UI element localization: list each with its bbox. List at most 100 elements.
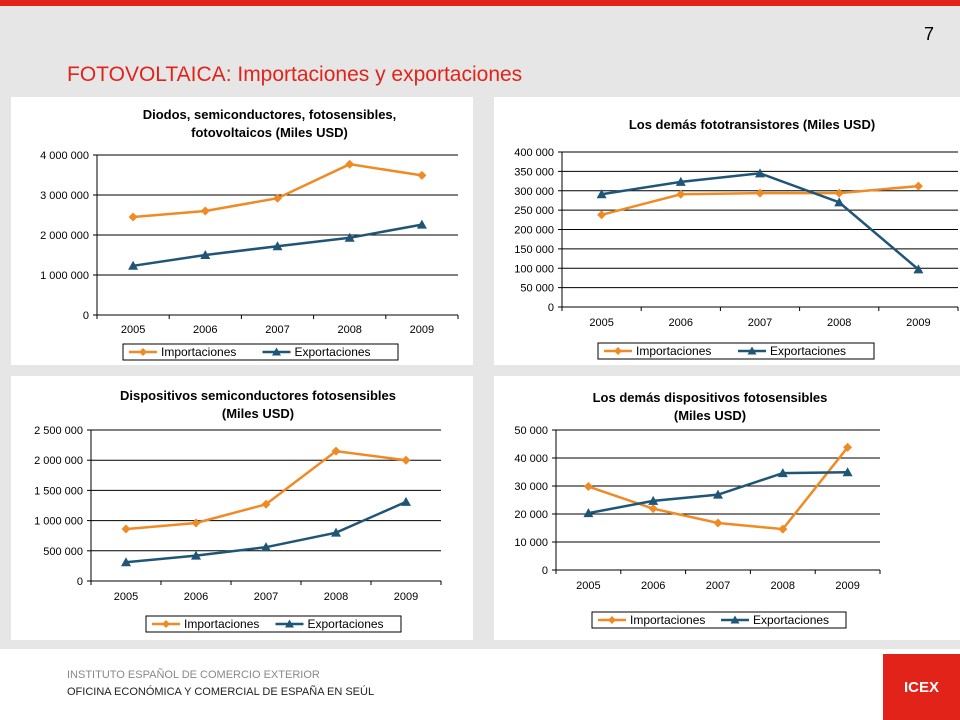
legend-marker [730, 615, 740, 624]
chart-legend: Importaciones Exportaciones [591, 611, 847, 629]
data-point [834, 197, 845, 207]
line-chart: Diodos, semiconductores, fotosensibles, f… [40, 107, 459, 361]
x-tick-label: 2005 [589, 317, 613, 329]
footer-institute: INSTITUTO ESPAÑOL DE COMERCIO EXTERIOR [67, 669, 320, 681]
x-tick-label: 2007 [706, 580, 730, 592]
legend-box [145, 615, 402, 633]
chart-title: (Miles USD) [674, 408, 746, 423]
x-tick-label: 2007 [265, 324, 289, 336]
data-point [416, 219, 427, 229]
data-point [261, 542, 271, 552]
chart-title: Los demás dispositivos fotosensibles [593, 390, 828, 405]
y-tick-label: 4 000 000 [40, 150, 89, 162]
x-tick-label: 2006 [641, 580, 665, 592]
data-point [648, 504, 658, 514]
chart-panel-demas-dispositivos: Los demás dispositivos fotosensibles (Mil… [494, 376, 960, 640]
chart-legend: Importaciones Exportaciones [597, 342, 875, 360]
legend-label: Importaciones [161, 345, 236, 359]
data-point [842, 467, 853, 477]
chart-title: fotovoltaicos (Miles USD) [191, 125, 348, 140]
data-point [597, 210, 607, 220]
data-point [345, 159, 355, 169]
x-tick-label: 2007 [254, 591, 278, 603]
y-tick-label: 250 000 [514, 205, 554, 217]
data-point [648, 495, 659, 505]
x-tick-label: 2005 [576, 580, 600, 592]
data-point [675, 176, 686, 186]
data-point [128, 260, 139, 270]
line-chart: Los demás fototransistores (Miles USD) 0 5… [514, 117, 959, 360]
line-chart: Dispositivos semiconductores fotosensibl… [34, 388, 442, 633]
y-tick-label: 100 000 [514, 263, 554, 275]
data-point [834, 188, 844, 198]
y-tick-label: 50 000 [514, 425, 548, 437]
page-title: FOTOVOLTAICA: Importaciones y exportacio… [67, 63, 523, 86]
data-point [417, 170, 427, 180]
legend-label: Exportaciones [770, 344, 846, 358]
legend-marker [285, 619, 294, 628]
top-accent-bar [0, 0, 960, 6]
data-point [344, 232, 355, 242]
data-point [778, 524, 788, 534]
data-point [272, 241, 283, 251]
legend-label: Exportaciones [308, 617, 384, 631]
y-tick-label: 30 000 [514, 481, 548, 493]
y-tick-label: 300 000 [514, 186, 554, 198]
chart-panel-dispositivos: Dispositivos semiconductores fotosensibl… [11, 376, 473, 640]
data-point [200, 250, 211, 259]
x-tick-label: 2009 [906, 317, 930, 329]
legend-label: Exportaciones [295, 345, 371, 359]
y-tick-label: 2 000 000 [34, 455, 83, 467]
y-tick-label: 0 [83, 310, 89, 322]
y-tick-label: 0 [548, 302, 554, 314]
data-point [755, 188, 765, 198]
data-point [676, 189, 686, 199]
x-tick-label: 2006 [193, 324, 217, 336]
y-tick-label: 1 500 000 [34, 485, 83, 497]
data-point [596, 189, 607, 199]
legend-marker [162, 620, 170, 628]
series-line-exportaciones [125, 500, 407, 564]
y-tick-label: 3 000 000 [40, 190, 89, 202]
y-tick-label: 0 [77, 576, 83, 588]
legend-marker [608, 616, 616, 624]
y-tick-label: 10 000 [514, 537, 548, 549]
legend-label: Importaciones [630, 613, 705, 627]
chart-panel-fototransistores: Los demás fototransistores (Miles USD) 0 5… [494, 97, 960, 365]
y-tick-label: 200 000 [514, 225, 554, 237]
chart-title: Dispositivos semiconductores fotosensibl… [120, 388, 396, 403]
data-point [121, 524, 131, 534]
data-point [261, 499, 271, 509]
data-point [755, 168, 765, 178]
legend-marker [272, 347, 281, 356]
data-point [913, 181, 923, 191]
y-tick-label: 2 500 000 [34, 425, 83, 437]
legend-marker [139, 348, 147, 356]
data-point [713, 489, 723, 499]
x-tick-label: 2008 [337, 324, 361, 336]
legend-label: Importaciones [636, 344, 711, 358]
series-line-importaciones [132, 162, 423, 219]
icex-logo: ICEX [883, 654, 960, 720]
data-point [401, 496, 411, 506]
data-point [777, 468, 788, 478]
data-point [331, 527, 341, 537]
legend-label: Exportaciones [753, 613, 829, 627]
legend-box [591, 611, 847, 629]
chart-panel-diodos: Diodos, semiconductores, fotosensibles, f… [11, 97, 473, 365]
legend-marker [614, 347, 622, 355]
y-tick-label: 150 000 [514, 244, 554, 256]
y-tick-label: 1 000 000 [40, 270, 89, 282]
legend-box [597, 342, 875, 360]
series-line-importaciones [587, 446, 849, 531]
data-point [583, 508, 594, 518]
y-tick-label: 350 000 [514, 166, 554, 178]
data-point [583, 482, 593, 492]
x-tick-label: 2005 [114, 591, 138, 603]
x-tick-label: 2005 [121, 324, 145, 336]
y-tick-label: 50 000 [520, 283, 554, 295]
data-point [200, 206, 210, 216]
data-point [191, 518, 201, 528]
chart-title: Diodos, semiconductores, fotosensibles, [143, 107, 397, 122]
y-tick-label: 2 000 000 [40, 230, 89, 242]
